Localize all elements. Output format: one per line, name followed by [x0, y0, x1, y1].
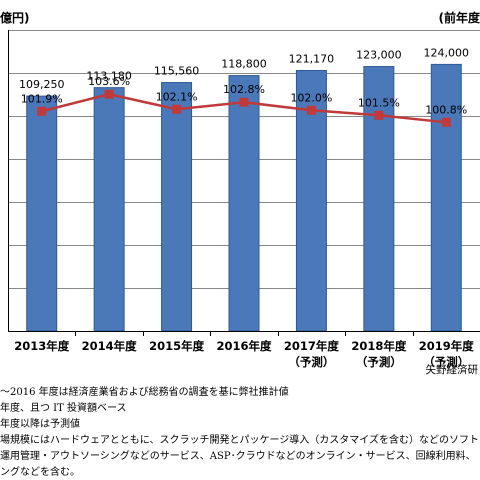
y2-axis-unit-label: (前年度 — [439, 10, 480, 25]
x-tick-sublabel: （予測） — [288, 355, 334, 369]
growth-rate-marker — [306, 105, 316, 115]
growth-rate-marker — [104, 89, 114, 99]
note-line-6: ングなどを含む。 — [0, 467, 80, 478]
growth-rate-label: 102.1% — [156, 90, 198, 103]
note-line-3: 年度以降は予測値 — [0, 419, 80, 430]
bar — [363, 66, 395, 332]
x-tick-label: 2018年度 — [351, 339, 407, 353]
growth-rate-label: 101.9% — [21, 92, 63, 105]
growth-rate-label: 102.8% — [223, 83, 265, 96]
growth-rate-marker — [441, 117, 451, 127]
growth-rate-label: 100.8% — [425, 103, 467, 116]
growth-rate-marker — [37, 106, 47, 116]
growth-rate-marker — [374, 110, 384, 120]
x-tick-label: 2019年度 — [419, 339, 475, 353]
bar-value-label: 124,000 — [424, 46, 470, 59]
x-tick-sublabel: （予測） — [356, 355, 402, 369]
bar-value-label: 109,250 — [19, 78, 65, 91]
bar-value-label: 115,560 — [154, 65, 200, 78]
growth-rate-label: 101.5% — [358, 96, 400, 109]
bar-value-label: 113,180 — [86, 70, 132, 83]
growth-rate-marker — [239, 97, 249, 107]
bar — [161, 82, 193, 332]
y-axis-unit-label: 億円) — [0, 10, 30, 25]
bar — [26, 95, 58, 332]
bar — [228, 75, 260, 332]
x-tick-label: 2016年度 — [216, 339, 272, 353]
x-tick-label: 2013年度 — [14, 339, 70, 353]
growth-rate-label: 102.0% — [290, 91, 332, 104]
growth-rate-label: 103.6% — [88, 75, 130, 88]
note-line-4: 場規模にはハードウェアとともに、スクラッチ開発とパッケージ導入（カスタマイズを含… — [0, 435, 480, 446]
bar — [93, 87, 125, 332]
x-tick-label: 2015年度 — [149, 339, 205, 353]
source-label: 矢野経済研 — [426, 363, 479, 376]
note-line-2: 年度、且つ IT 投資額ベース — [0, 403, 127, 414]
growth-rate-marker — [172, 104, 182, 114]
x-tick-label: 2017年度 — [284, 339, 340, 353]
x-axis: 2013年度 2014年度 2015年度 2016年度 2017年度 （予測） 2018年度… — [8, 30, 480, 369]
bar-value-label: 121,170 — [289, 52, 335, 65]
note-line-1: ～2016 年度は経済産業省および総務省の調査を基に弊社推計値 — [0, 387, 289, 398]
bar-series — [26, 63, 462, 332]
x-tick-sublabel: （予測） — [423, 355, 469, 369]
x-tick-label: 2014年度 — [82, 339, 138, 353]
bar-value-label: 118,800 — [221, 58, 267, 71]
bar — [430, 63, 462, 332]
growth-rate-series — [37, 89, 451, 127]
bar-value-label: 123,000 — [356, 49, 402, 62]
note-line-5: 運用管理・アウトソーシングなどのサービス、ASP･クラウドなどのオンライン・サー… — [0, 451, 476, 462]
